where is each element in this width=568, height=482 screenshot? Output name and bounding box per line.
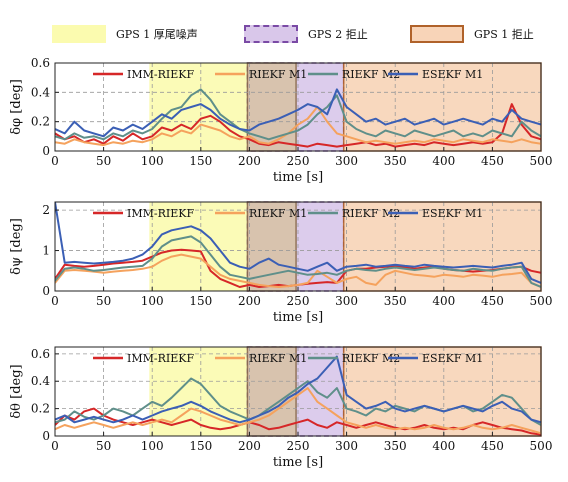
x-tick-label: 300 (335, 154, 358, 168)
region-legend-item-heavy-tail: GPS 1 厚尾噪声 (52, 22, 198, 46)
x-tick-label: 400 (432, 439, 455, 453)
x-tick-label: 300 (335, 294, 358, 308)
y-tick-label: 0.6 (31, 347, 50, 361)
series-line-esekf-m1 (55, 202, 541, 284)
shaded-region (342, 346, 542, 437)
series-line-riekf-m1 (55, 387, 541, 435)
y-tick-label: 2 (42, 203, 50, 217)
x-tick-label: 150 (189, 294, 212, 308)
legend-label: ESEKF M1 (422, 352, 483, 365)
y-tick-label: 0.4 (31, 85, 50, 99)
x-tick-label: 450 (481, 439, 504, 453)
series-line-esekf-m1 (55, 355, 541, 424)
x-tick-label: 150 (189, 439, 212, 453)
chart-panel-2: 0 50 100 150 200 250 300 350 400 450 500 0 1 2 time [s… (9, 201, 553, 325)
region-label: GPS 1 拒止 (474, 28, 534, 41)
region-legend-item-gps1-denied: GPS 1 拒止 (410, 22, 534, 46)
shaded-region (246, 62, 297, 152)
x-tick-label: 200 (238, 439, 261, 453)
x-tick-label: 200 (238, 154, 261, 168)
legend-label: RIEKF M1 (249, 352, 307, 365)
series-line-riekf-m1 (55, 106, 541, 147)
region-legend: GPS 1 厚尾噪声 GPS 2 拒止 GPS 1 拒止 (0, 0, 568, 56)
y-tick-label: 0 (42, 144, 50, 158)
x-tick-label: 150 (189, 154, 212, 168)
x-tick-label: 350 (384, 439, 407, 453)
legend-label: ESEKF M1 (422, 207, 483, 220)
legend-label: RIEKF M1 (249, 68, 307, 81)
y-axis-title: δφ [deg] (9, 79, 24, 135)
x-tick-label: 100 (141, 154, 164, 168)
legend-label: RIEKF M2 (342, 352, 400, 365)
legend-label: RIEKF M2 (342, 68, 400, 81)
x-tick-label: 50 (96, 439, 111, 453)
chart-panel-1: 0 50 100 150 200 250 300 350 400 450 500 0 0.2 0.4 0.6… (9, 56, 552, 185)
x-tick-label: 450 (481, 294, 504, 308)
y-tick-label: 0 (42, 429, 50, 443)
series-line-imm-riekf (55, 103, 541, 148)
chart-panel-3: 0 50 100 150 200 250 300 350 400 450 500 0 0.2 0.4 0.6… (9, 346, 553, 470)
x-tick-label: 0 (51, 439, 59, 453)
x-tick-label: 500 (530, 439, 553, 453)
y-tick-label: 0.4 (31, 374, 50, 388)
x-tick-label: 100 (141, 294, 164, 308)
region-swatch (52, 25, 106, 43)
y-axis-title: δθ [deg] (9, 364, 24, 418)
shaded-region (149, 202, 248, 291)
legend-label: IMM-RIEKF (127, 352, 194, 365)
series-line-esekf-m1 (55, 88, 541, 138)
x-tick-label: 250 (287, 439, 310, 453)
x-tick-label: 250 (287, 154, 310, 168)
y-tick-label: 0.2 (31, 115, 50, 129)
series-line-riekf-m2 (55, 88, 541, 141)
x-tick-label: 0 (51, 154, 59, 168)
region-legend-item-gps2-denied: GPS 2 拒止 (244, 22, 368, 46)
y-tick-label: 0.2 (31, 402, 50, 416)
x-tick-label: 300 (335, 439, 358, 453)
x-tick-label: 0 (51, 294, 59, 308)
legend-label: ESEKF M1 (422, 68, 483, 81)
legend-label: IMM-RIEKF (127, 207, 194, 220)
x-tick-label: 50 (96, 154, 111, 168)
x-tick-label: 200 (238, 294, 261, 308)
x-axis-title: time [s] (273, 455, 323, 470)
y-axis-title: δψ [deg] (9, 218, 24, 275)
x-tick-label: 400 (432, 294, 455, 308)
legend-label: IMM-RIEKF (127, 68, 194, 81)
y-tick-label: 1 (42, 244, 50, 258)
region-label: GPS 1 厚尾噪声 (116, 28, 198, 41)
y-tick-label: 0.6 (31, 56, 50, 70)
region-label: GPS 2 拒止 (308, 28, 368, 41)
shaded-region (342, 201, 542, 292)
x-tick-label: 500 (530, 154, 553, 168)
series-group (55, 355, 541, 436)
legend-label: RIEKF M1 (249, 207, 307, 220)
legend-label: RIEKF M2 (342, 207, 400, 220)
x-tick-label: 100 (141, 439, 164, 453)
series-line-riekf-m2 (55, 235, 541, 288)
shaded-region (342, 62, 542, 152)
x-tick-label: 500 (530, 294, 553, 308)
x-tick-label: 350 (384, 294, 407, 308)
x-tick-label: 400 (432, 154, 455, 168)
y-tick-label: 0 (42, 284, 50, 298)
x-tick-label: 350 (384, 154, 407, 168)
region-swatch (244, 25, 298, 43)
series-line-riekf-m1 (55, 253, 541, 288)
series-group (55, 88, 541, 148)
series-group (55, 202, 541, 288)
x-axis-title: time [s] (273, 170, 323, 185)
x-tick-label: 450 (481, 154, 504, 168)
x-axis-title: time [s] (273, 310, 323, 325)
x-tick-label: 50 (96, 294, 111, 308)
region-swatch (410, 25, 464, 43)
x-tick-label: 250 (287, 294, 310, 308)
